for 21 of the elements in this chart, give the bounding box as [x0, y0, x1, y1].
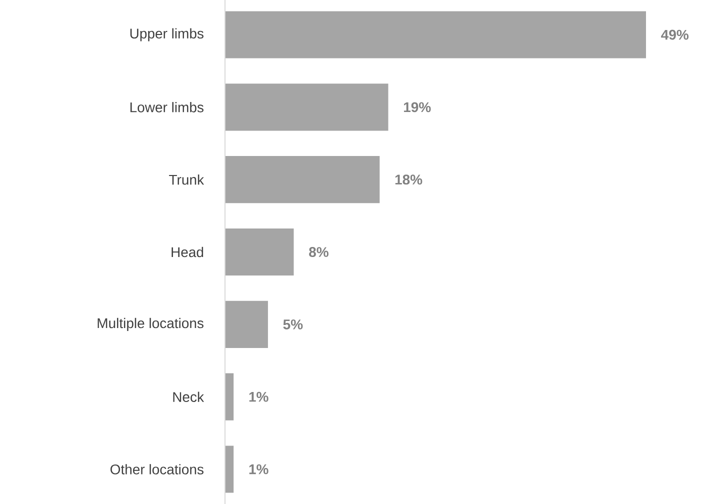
data-label: 8% [309, 247, 328, 257]
y-tick-label: Lower limbs [130, 102, 204, 112]
bar [225, 228, 294, 276]
y-tick-label: Neck [173, 392, 204, 402]
bar [225, 84, 388, 131]
y-tick-label: Trunk [169, 174, 204, 185]
data-label: 19% [404, 102, 431, 112]
y-tick-label: Other locations [110, 464, 204, 474]
bar [225, 11, 646, 58]
bar [225, 446, 234, 493]
y-tick-label: Upper limbs [130, 28, 204, 42]
data-label: 1% [249, 392, 268, 402]
data-label: 1% [249, 464, 268, 474]
data-label: 18% [395, 174, 422, 185]
data-label: 5% [283, 319, 303, 330]
y-tick-label: Head [172, 246, 204, 258]
y-tick-label: Multiple locations [98, 318, 204, 331]
data-label: 49% [661, 30, 689, 40]
bar [225, 300, 268, 348]
bar [225, 156, 380, 204]
bar [225, 373, 234, 420]
